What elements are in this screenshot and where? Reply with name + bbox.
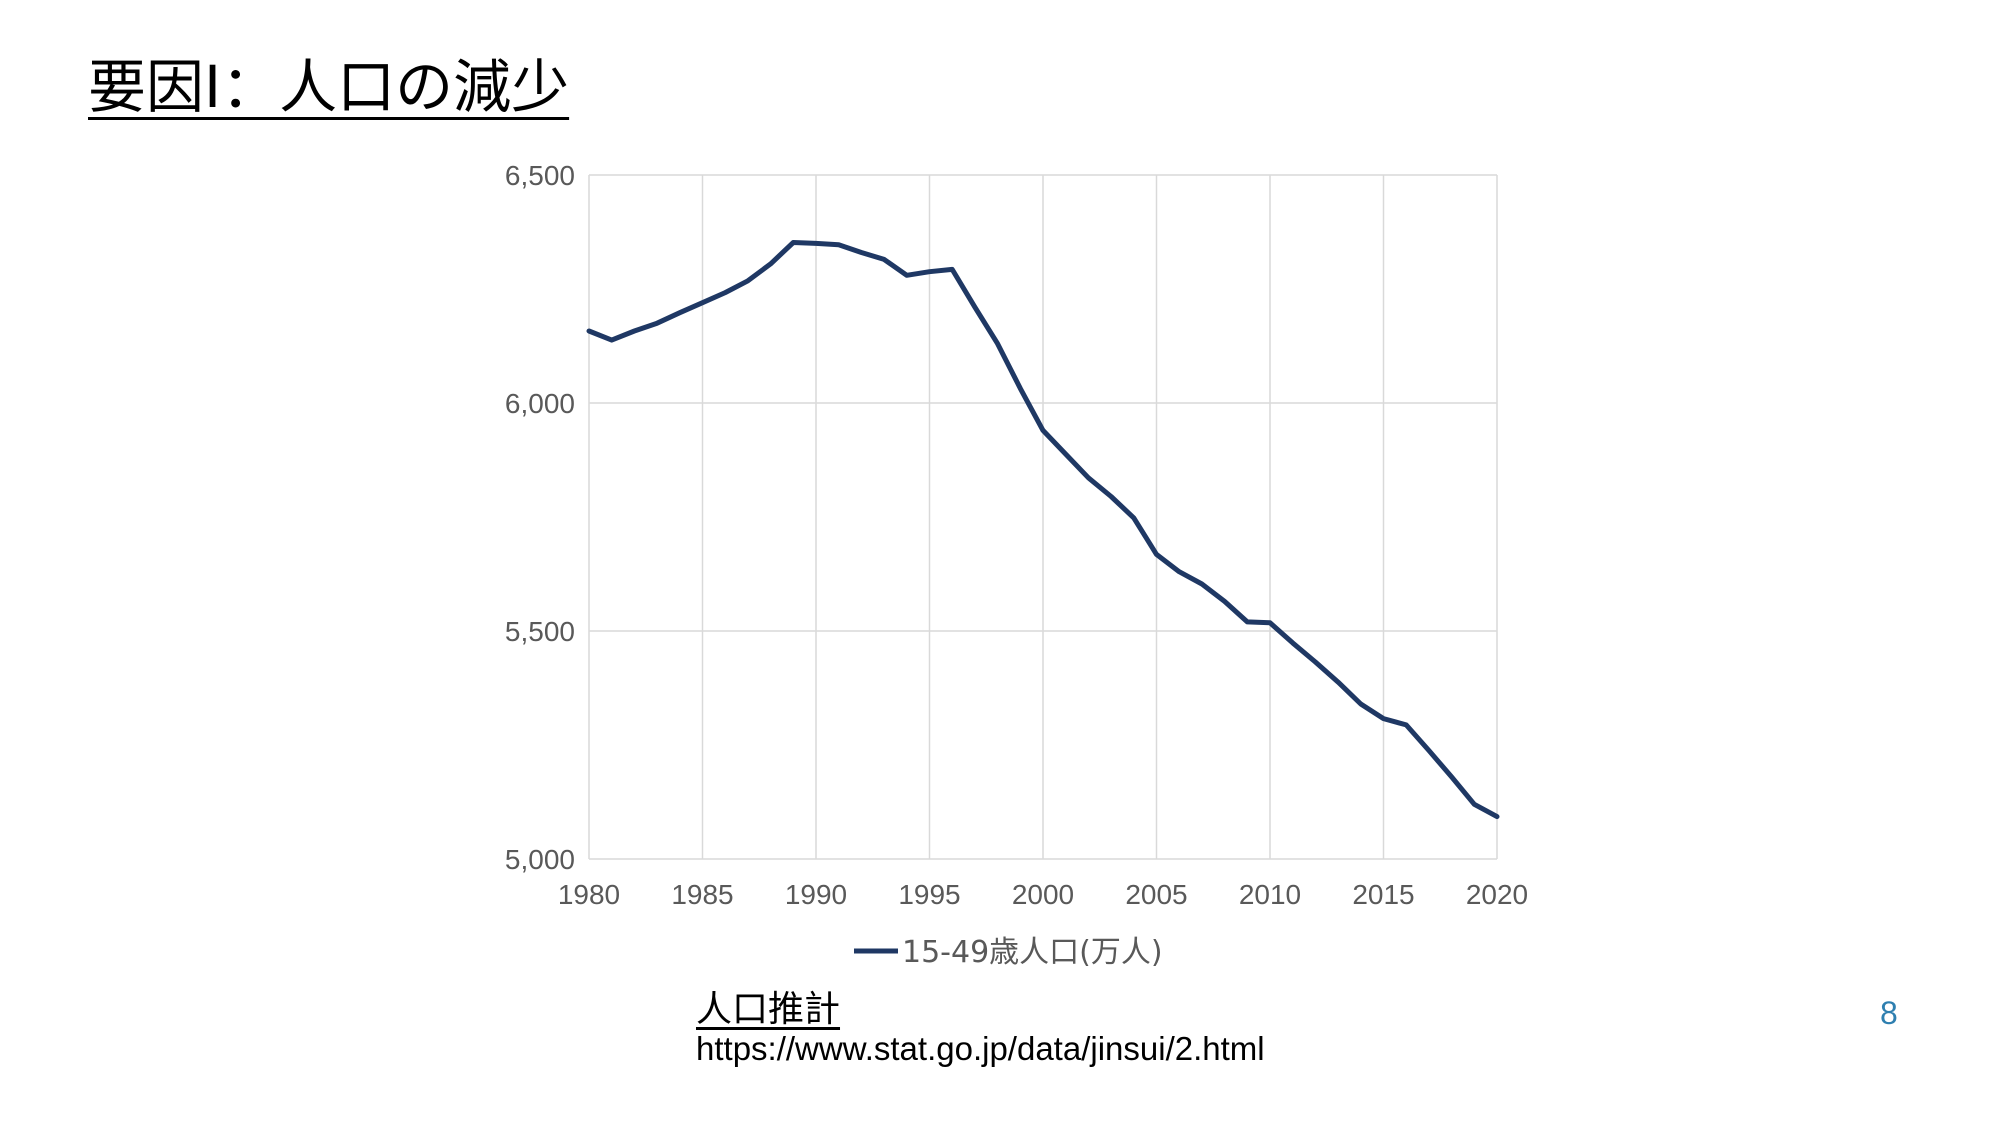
x-tick-label: 1985 [671, 879, 733, 910]
source-title: 人口推計 [696, 989, 841, 1030]
source-url: https://www.stat.go.jp/data/jinsui/2.htm… [696, 1030, 1265, 1067]
x-tick-label: 2020 [1466, 879, 1528, 910]
y-tick-label: 5,500 [505, 616, 575, 647]
x-tick-label: 1980 [558, 879, 620, 910]
page-number: 8 [1880, 995, 1898, 1031]
y-tick-label: 6,500 [505, 160, 575, 191]
slide-title: 要因I：人口の減少 [88, 53, 570, 121]
x-tick-label: 2015 [1352, 879, 1414, 910]
x-tick-label: 2000 [1012, 879, 1074, 910]
x-axis-tick-labels: 1980 1985 1990 1995 2000 2005 2010 2015 2020 [558, 879, 1528, 910]
y-tick-label: 5,000 [505, 844, 575, 875]
legend-label: 15-49歳人口(万人) [902, 935, 1163, 970]
chart-series [586, 240, 1500, 820]
x-tick-label: 2010 [1239, 879, 1301, 910]
chart-legend: 15-49歳人口(万人) [854, 935, 1163, 970]
y-axis-tick-labels: 5,000 5,500 6,000 6,500 [505, 160, 575, 875]
chart-gridlines [588, 174, 1498, 860]
y-tick-label: 6,000 [505, 388, 575, 419]
x-tick-label: 1990 [785, 879, 847, 910]
x-tick-label: 1995 [898, 879, 960, 910]
series-line [586, 240, 1500, 820]
x-tick-label: 2005 [1125, 879, 1187, 910]
